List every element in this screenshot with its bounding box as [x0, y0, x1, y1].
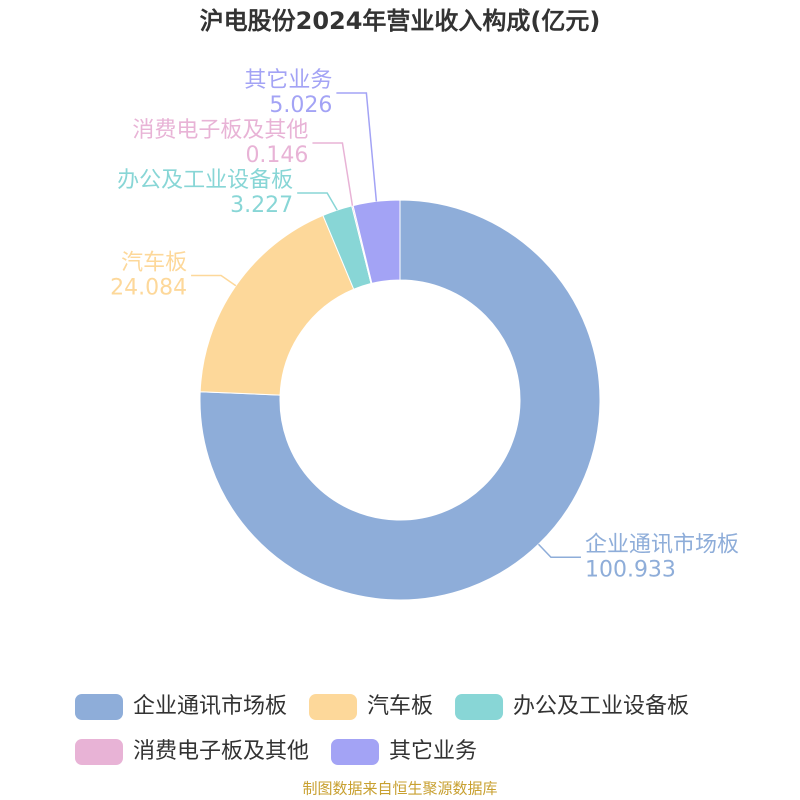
legend-label: 汽车板: [367, 694, 433, 719]
data-label-name: 其它业务: [244, 68, 332, 93]
legend-swatch: [455, 694, 504, 720]
data-label-value: 3.227: [230, 193, 293, 218]
legend-label: 办公及工业设备板: [513, 694, 689, 719]
leader-line: [312, 142, 354, 206]
donut-slice: [199, 199, 601, 601]
leader-line: [191, 274, 237, 287]
leader-line: [297, 192, 338, 211]
legend-swatch: [75, 694, 123, 720]
legend-swatch: [331, 739, 380, 765]
legend-label: 企业通讯市场板: [133, 694, 287, 719]
data-label-name: 汽车板: [121, 250, 187, 275]
data-label-name: 办公及工业设备板: [117, 168, 293, 193]
source-note: 制图数据来自恒生聚源数据库: [302, 780, 497, 798]
data-label-value: 100.933: [585, 557, 676, 582]
legend-label: 消费电子板及其他: [133, 739, 309, 764]
data-label-name: 消费电子板及其他: [132, 118, 308, 143]
leader-line: [537, 543, 581, 559]
donut-slice: [352, 199, 401, 284]
chart-title: 沪电股份2024年营业收入构成(亿元): [200, 7, 601, 35]
data-label-value: 24.084: [110, 275, 187, 300]
data-label-value: 0.146: [245, 143, 308, 168]
legend-label: 其它业务: [389, 739, 477, 764]
data-label-value: 5.026: [269, 93, 332, 118]
legend-swatch: [75, 739, 123, 765]
donut-slice: [199, 214, 355, 396]
leader-line: [336, 92, 378, 202]
legend-swatch: [309, 694, 358, 720]
data-label-name: 企业通讯市场板: [585, 532, 739, 557]
